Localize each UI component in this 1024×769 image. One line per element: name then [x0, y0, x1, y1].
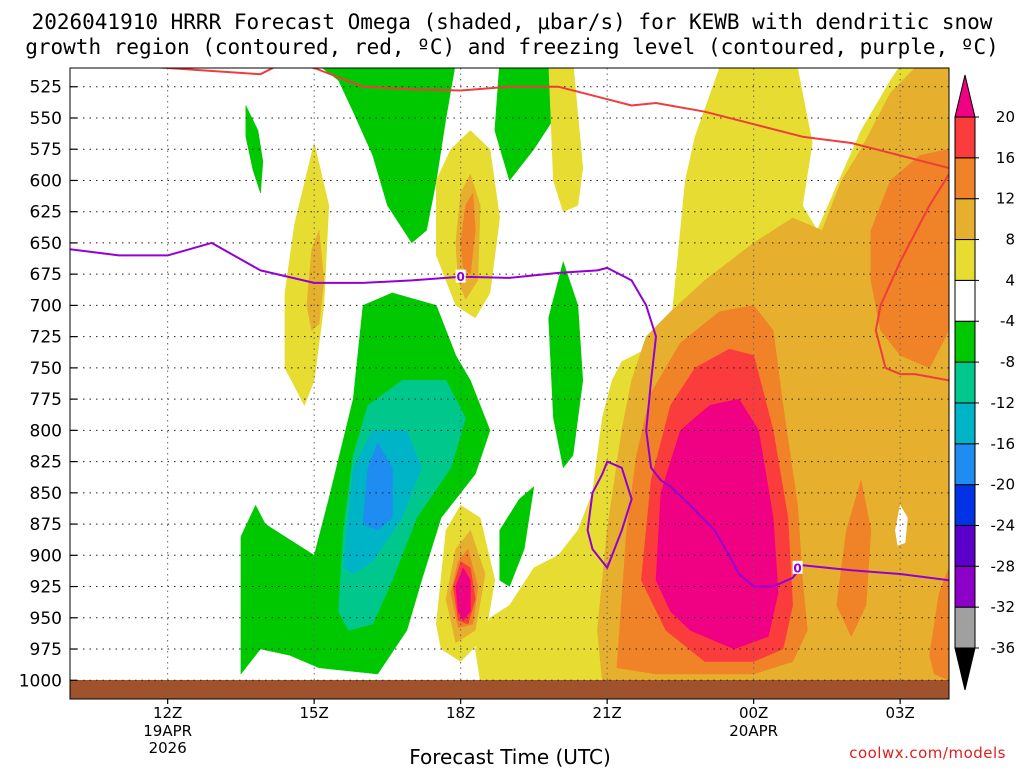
omega-shading-layer — [240, 68, 949, 681]
omega-region-dorange-right-low — [929, 567, 949, 681]
y-tick-label-725: 725 — [30, 328, 62, 348]
colorbar-bin-4 — [954, 484, 976, 526]
freezing-loop-contour — [586, 460, 633, 569]
contour-line-layer — [70, 68, 949, 588]
y-tick-label-875: 875 — [30, 515, 62, 535]
y-tick-label-950: 950 — [30, 609, 62, 629]
colorbar-label-12: 12 — [996, 190, 1015, 208]
colorbar-bin-5 — [954, 443, 976, 486]
y-axis: 525 550 575 600 625 650 675 700 725 750 775 800 825 8… — [19, 78, 77, 691]
colorbar-bin-3 — [954, 524, 976, 567]
omega-region-green-low-right — [499, 486, 535, 587]
omega-region-yellow-15z — [284, 142, 330, 406]
ground-surface — [70, 680, 949, 699]
x-tick-label-03Z: 03Z — [885, 704, 914, 722]
colorbar-bin-lowest — [954, 647, 976, 691]
colorbar-bin-11 — [954, 198, 976, 241]
y-tick-label-650: 650 — [30, 234, 62, 254]
y-tick-label-825: 825 — [30, 453, 62, 473]
colorbar-label-8: 8 — [1005, 231, 1015, 249]
x-tick-label-15Z: 15Z — [299, 704, 328, 722]
y-tick-label-925: 925 — [30, 578, 62, 598]
colorbar-label--28: -28 — [991, 557, 1016, 575]
contour-label-layer: 00 — [455, 269, 803, 575]
omega-region-green-20z-tongue — [548, 261, 584, 469]
x-tick-sublabel: 20APR — [729, 722, 778, 740]
y-tick-label-775: 775 — [30, 390, 62, 410]
omega-region-blue-low — [362, 442, 393, 531]
colorbar-label--32: -32 — [991, 598, 1016, 616]
y-tick-label-850: 850 — [30, 484, 62, 504]
y-tick-label-975: 975 — [30, 640, 62, 660]
colorbar-label-4: 4 — [1005, 271, 1015, 289]
colorbar: -36 -32 -28 -24 -20 -16 -12 -8 -4 4 8 12 16 20 — [954, 74, 1016, 691]
omega-region-dorange-right-mid — [836, 480, 872, 637]
colorbar-label--8: -8 — [1000, 353, 1015, 371]
colorbar-label-20: 20 — [996, 108, 1015, 126]
credit-link[interactable]: coolwx.com/models — [849, 744, 1006, 762]
colorbar-bin-highest — [954, 74, 976, 118]
freezing-level-contour — [70, 241, 949, 588]
y-tick-label-550: 550 — [30, 109, 62, 129]
colorbar-label--20: -20 — [991, 476, 1016, 494]
colorbar-label--4: -4 — [1000, 312, 1015, 330]
colorbar-bin-12 — [954, 157, 976, 200]
y-tick-label-800: 800 — [30, 421, 62, 441]
y-tick-label-625: 625 — [30, 203, 62, 223]
omega-region-magenta-main — [655, 398, 779, 650]
colorbar-bin-10 — [954, 239, 976, 281]
colorbar-label--24: -24 — [991, 516, 1016, 534]
chart-title-line-1: 2026041910 HRRR Forecast Omega (shaded, … — [31, 10, 993, 34]
colorbar-bin-8 — [954, 320, 976, 363]
dgz-bottom-contour — [874, 173, 949, 382]
omega-region-yellow-upper-center — [548, 68, 584, 212]
omega-region-green-top-left — [321, 68, 455, 244]
colorbar-label--16: -16 — [991, 435, 1016, 453]
y-tick-label-900: 900 — [30, 546, 62, 566]
colorbar-label--12: -12 — [991, 394, 1016, 412]
omega-region-green-18z-column — [494, 68, 568, 181]
contour-label-bg — [455, 269, 466, 283]
x-axis-title: Forecast Time (UTC) — [409, 745, 611, 769]
y-tick-label-1000: 1000 — [19, 671, 62, 691]
y-tick-label-675: 675 — [30, 265, 62, 285]
colorbar-bin-2 — [954, 565, 976, 608]
colorbar-label--36: -36 — [991, 639, 1016, 657]
y-tick-label-750: 750 — [30, 359, 62, 379]
contour-label-bg — [792, 560, 803, 574]
x-tick-label-00Z: 00Z — [739, 704, 768, 722]
x-tick-label-21Z: 21Z — [592, 704, 621, 722]
y-tick-label-575: 575 — [30, 140, 62, 160]
colorbar-label-16: 16 — [996, 149, 1015, 167]
x-tick-label-12Z: 12Z — [153, 704, 182, 722]
y-tick-label-700: 700 — [30, 296, 62, 316]
colorbar-bin-13 — [954, 116, 976, 159]
omega-region-magenta-18z-low — [455, 567, 471, 621]
contour-label: 0 — [793, 561, 801, 575]
colorbar-bin-9 — [954, 279, 976, 322]
colorbar-bin-6 — [954, 402, 976, 445]
grid-layer — [70, 68, 949, 699]
contour-label: 0 — [456, 270, 464, 284]
plot-frame — [69, 67, 950, 700]
x-tick-label-18Z: 18Z — [446, 704, 475, 722]
y-tick-label-600: 600 — [30, 171, 62, 191]
omega-region-white-hole-03z — [895, 505, 908, 546]
omega-region-green-tongue-12z — [245, 105, 264, 194]
colorbar-bin-7 — [954, 361, 976, 404]
chart-title-line-2: growth region (contoured, red, ºC) and f… — [25, 35, 999, 59]
colorbar-bin-1 — [954, 606, 976, 649]
omega-region-dorange-18z-top — [460, 192, 476, 275]
y-tick-label-525: 525 — [30, 78, 62, 98]
x-tick-sublabel: 2026 — [149, 739, 187, 757]
x-tick-sublabel: 19APR — [143, 722, 192, 740]
dgz-top-contour — [151, 68, 949, 169]
